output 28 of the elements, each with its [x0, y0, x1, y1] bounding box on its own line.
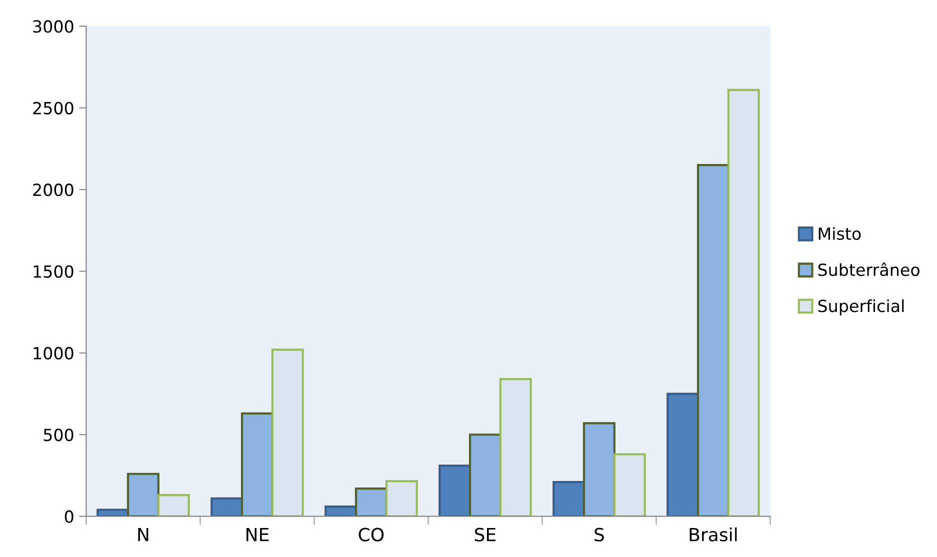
y-tick-label: 1000 — [34, 346, 74, 360]
bar — [613, 453, 646, 516]
bar — [271, 348, 304, 516]
x-tick-label: Brasil — [690, 527, 737, 542]
bar — [696, 164, 730, 516]
legend-label: Subterrâneo — [818, 262, 920, 276]
bar — [727, 88, 760, 516]
x-tick-label: N — [138, 528, 148, 542]
legend-label: Misto — [818, 227, 861, 240]
bar — [582, 422, 616, 516]
legend-label: Superficial — [818, 299, 904, 316]
bar — [499, 378, 532, 516]
bar — [354, 488, 388, 516]
x-tick-label: NE — [246, 528, 269, 542]
y-tick-label: 0 — [64, 510, 74, 523]
bar — [126, 472, 160, 516]
y-tick-label: 2000 — [33, 184, 74, 196]
y-tick-label: 500 — [44, 428, 74, 442]
y-tick-label: 3000 — [33, 20, 74, 33]
y-tick-label: 1500 — [34, 265, 74, 278]
bar — [385, 480, 418, 516]
bar — [157, 494, 190, 516]
x-tick-label: CO — [358, 528, 384, 542]
x-tick-label: S — [594, 528, 604, 542]
y-tick-label: 2500 — [33, 102, 74, 114]
bar — [240, 412, 274, 516]
x-tick-label: SE — [474, 528, 496, 542]
bar — [468, 434, 502, 516]
